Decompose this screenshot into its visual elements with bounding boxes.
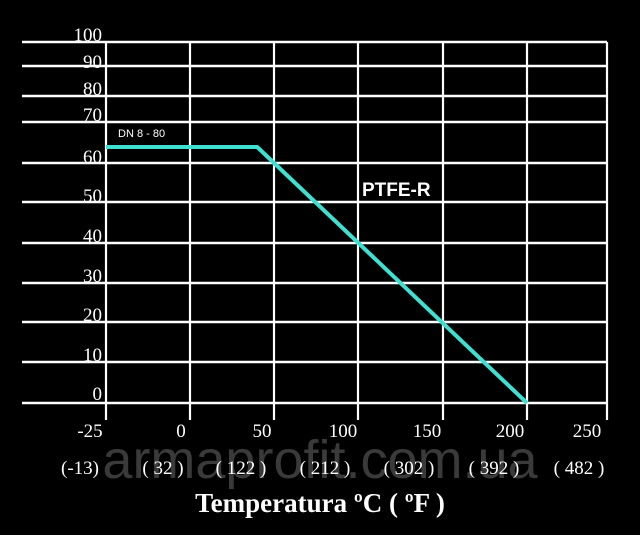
y-tick-label: 50 [83,186,102,207]
x-tick-label-c: 250 [573,421,602,442]
y-tick-label: 70 [83,105,102,126]
y-tick-label: 30 [83,266,102,287]
y-tick-label: 20 [83,305,102,326]
x-tick-label-f: ( 392 ) [469,458,520,479]
x-tick-label-f: ( 482 ) [554,458,605,479]
x-tick-label-c: 0 [176,421,186,442]
y-tick-label: 40 [83,226,102,247]
x-tick-label-f: (-13) [61,458,99,479]
x-tick-label-f: ( 212 ) [300,458,351,479]
x-tick-label-c: 50 [253,421,272,442]
x-tick-label-c: -25 [77,421,102,442]
y-tick-label: 60 [83,147,102,168]
y-tick-label: 100 [74,25,103,46]
x-tick-label-c: 200 [496,421,525,442]
y-tick-label: 90 [83,52,102,73]
series-line-ptfe-r [106,145,529,405]
watermark-text: armaprofit.com.ua [102,430,538,490]
x-tick-label-f: ( 32 ) [142,458,183,479]
x-axis-title: Temperatura ºC ( ºF ) [195,488,445,518]
y-tick-label: 0 [93,384,103,405]
x-tick-label-c: 150 [413,421,442,442]
y-tick-label: 10 [83,345,102,366]
annotation-dn-range: DN 8 - 80 [118,128,165,140]
series-label: PTFE-R [362,180,431,201]
x-tick-label-c: 100 [329,421,358,442]
y-tick-label: 80 [83,79,102,100]
x-tick-label-f: ( 302 ) [384,458,435,479]
x-tick-label-f: ( 122 ) [216,458,267,479]
